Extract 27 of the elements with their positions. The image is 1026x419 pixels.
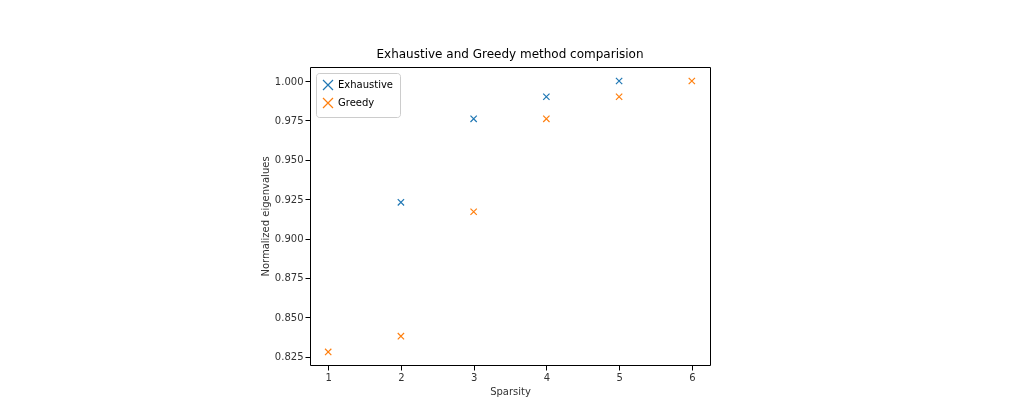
point bbox=[469, 115, 478, 123]
x-tick-label: 3 bbox=[470, 371, 478, 383]
y-tick-label: 0.850 bbox=[274, 311, 304, 323]
point bbox=[542, 93, 551, 101]
y-tick-label: 0.875 bbox=[274, 272, 304, 284]
chart-title: Exhaustive and Greedy method comparision bbox=[376, 47, 644, 61]
x-tick-label: 6 bbox=[689, 371, 696, 383]
point bbox=[615, 93, 623, 101]
point bbox=[324, 348, 332, 356]
y-tick-label: 0.900 bbox=[274, 233, 304, 245]
legend-label: Greedy bbox=[338, 97, 375, 108]
legend-label: Exhaustive bbox=[338, 79, 394, 90]
point bbox=[469, 207, 478, 216]
x-tick-label: 5 bbox=[616, 371, 623, 383]
x-tick-label: 1 bbox=[325, 371, 332, 383]
y-tick-label: 0.975 bbox=[274, 114, 304, 126]
x-tick-label: 2 bbox=[398, 371, 405, 383]
y-tick-label: 0.825 bbox=[274, 351, 304, 363]
y-tick-label: 0.950 bbox=[274, 154, 304, 166]
y-axis-title: Normalized eigenvalues bbox=[259, 156, 271, 277]
x-tick-label: 4 bbox=[543, 371, 551, 383]
y-tick-label: 0.925 bbox=[274, 193, 304, 205]
x-axis-title: Sparsity bbox=[490, 385, 531, 397]
y-tick-label: 1.000 bbox=[274, 75, 304, 87]
point bbox=[688, 77, 696, 85]
point bbox=[542, 115, 551, 123]
point bbox=[397, 198, 405, 207]
